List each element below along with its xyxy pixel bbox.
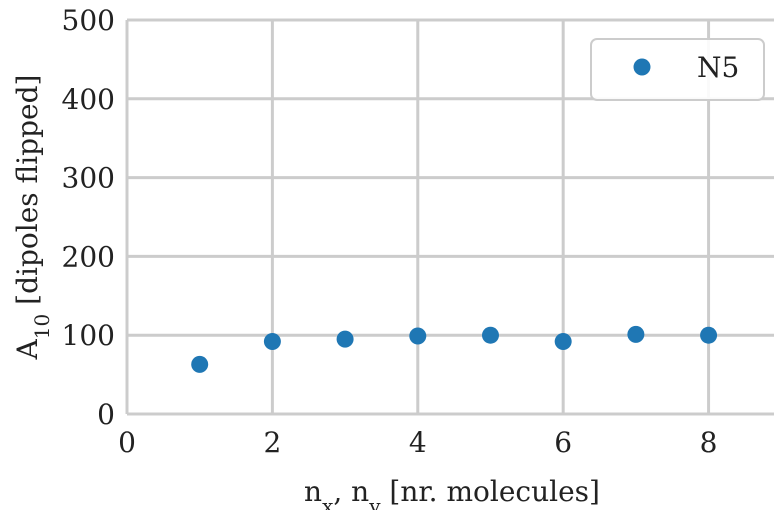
y-tick-label: 300 bbox=[62, 162, 115, 195]
y-tick-label: 100 bbox=[62, 319, 115, 352]
x-tick-label: 6 bbox=[554, 426, 572, 459]
x-tick-labels: 0 2 4 6 8 bbox=[118, 426, 717, 459]
y-tick-label: 500 bbox=[62, 4, 115, 37]
data-point bbox=[191, 355, 209, 373]
data-point bbox=[627, 325, 645, 343]
x-axis-label: nx, ny [nr. molecules] bbox=[304, 475, 600, 510]
x-tick-label: 4 bbox=[409, 426, 427, 459]
data-point bbox=[336, 330, 354, 348]
legend-label-n5: N5 bbox=[697, 51, 739, 84]
data-point bbox=[409, 327, 427, 345]
data-point bbox=[554, 333, 572, 351]
data-point bbox=[263, 333, 281, 351]
legend-box bbox=[590, 38, 765, 101]
legend: N5 bbox=[590, 38, 765, 101]
data-point bbox=[700, 326, 718, 344]
y-tick-labels: 0 100 200 300 400 500 bbox=[62, 4, 115, 431]
x-tick-label: 0 bbox=[118, 426, 136, 459]
y-tick-label: 200 bbox=[62, 240, 115, 273]
y-axis-label: A10 [dipoles flipped] bbox=[11, 75, 54, 361]
x-tick-label: 8 bbox=[700, 426, 718, 459]
data-point bbox=[481, 326, 499, 344]
x-tick-label: 2 bbox=[263, 426, 281, 459]
legend-marker bbox=[633, 58, 651, 76]
data-points bbox=[191, 325, 718, 373]
y-tick-label: 400 bbox=[62, 83, 115, 116]
y-tick-label: 0 bbox=[97, 398, 115, 431]
